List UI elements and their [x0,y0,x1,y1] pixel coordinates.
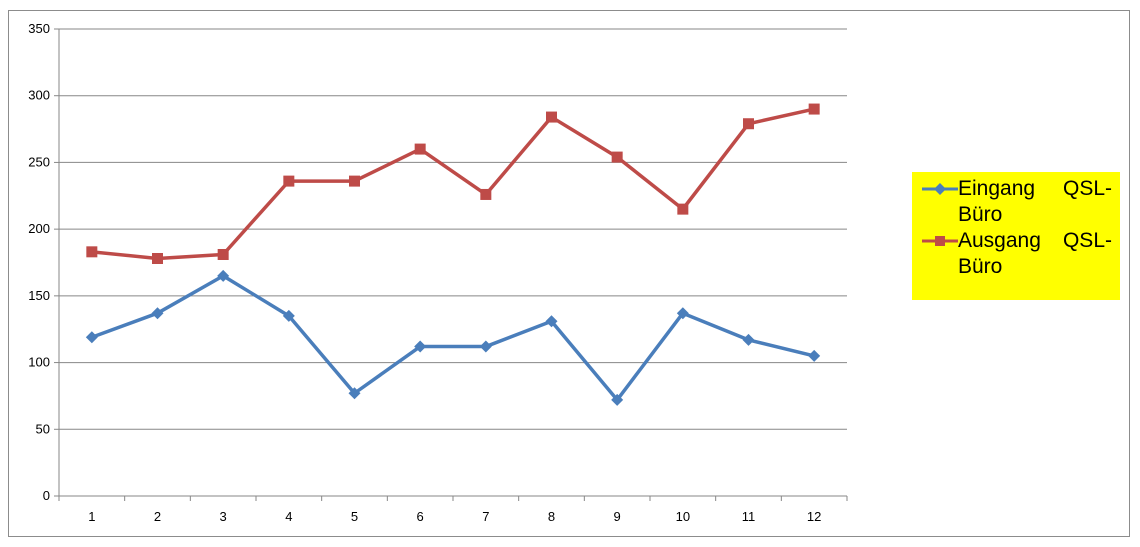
series-1 [86,103,820,264]
legend-entry-eingang: Eingang QSL- Büro [920,176,1112,228]
x-tick-label: 4 [285,509,292,524]
x-tick-label: 10 [676,509,690,524]
x-tick-label: 2 [154,509,161,524]
x-tick-label: 7 [482,509,489,524]
data-point-square [677,203,689,215]
legend-label-eingang-line2: Büro [958,203,1003,226]
data-point-diamond [742,333,755,346]
data-point-diamond [85,331,98,344]
data-point-square [86,246,98,258]
y-tick-label: 50 [36,421,50,436]
data-point-diamond [348,387,361,400]
data-point-diamond [217,269,230,282]
legend-label-ausgang-line1: Ausgang QSL- [958,229,1112,252]
series-line [91,107,815,261]
data-point-square [217,248,229,260]
data-point-diamond [611,393,624,406]
data-point-square [611,151,623,163]
data-point-diamond [414,340,427,353]
y-tick-label: 350 [28,21,50,36]
data-point-diamond [151,307,164,320]
y-tick-label: 250 [28,154,50,169]
data-point-square [743,118,754,130]
y-tick-label: 0 [43,488,50,503]
y-tick-labels: 0 50 100 150 200 250 300 350 [28,21,50,503]
y-tick-label: 300 [28,88,50,103]
data-point-diamond [545,315,558,328]
data-point-diamond [808,349,821,362]
axes [54,28,848,501]
x-tick-label: 1 [88,509,95,524]
data-point-diamond [282,309,295,322]
data-point-square [414,143,426,155]
data-point-square [152,252,163,264]
x-tick-label: 5 [351,509,358,524]
legend: Eingang QSL- Büro Ausgang QSL- Büro [912,172,1120,300]
gridlines [59,28,847,430]
legend-swatch-ausgang [922,236,958,246]
x-tick-labels: 1 2 3 4 5 6 7 8 9 10 11 12 [88,509,821,524]
data-point-square [546,111,557,123]
x-tick-label: 12 [807,509,821,524]
series-line [91,274,815,402]
x-tick-label: 11 [742,509,756,524]
legend-entry-ausgang: Ausgang QSL- Büro [920,228,1112,280]
x-tick-label: 3 [220,509,227,524]
legend-label-eingang-line1: Eingang QSL- [958,177,1112,200]
data-point-square [808,103,820,115]
series [85,103,821,406]
x-tick-label: 6 [417,509,424,524]
data-point-diamond [676,307,689,320]
y-tick-label: 150 [28,288,50,303]
data-point-square [283,175,295,187]
data-point-square [480,188,492,200]
y-tick-label: 200 [28,221,50,236]
legend-swatch-eingang [922,183,958,195]
x-tick-label: 9 [614,509,621,524]
data-point-diamond [479,340,492,353]
series-0 [85,269,821,406]
data-point-square [349,175,360,187]
legend-label-ausgang-line2: Büro [958,255,1003,278]
y-tick-label: 100 [28,355,50,370]
x-tick-label: 8 [548,509,555,524]
